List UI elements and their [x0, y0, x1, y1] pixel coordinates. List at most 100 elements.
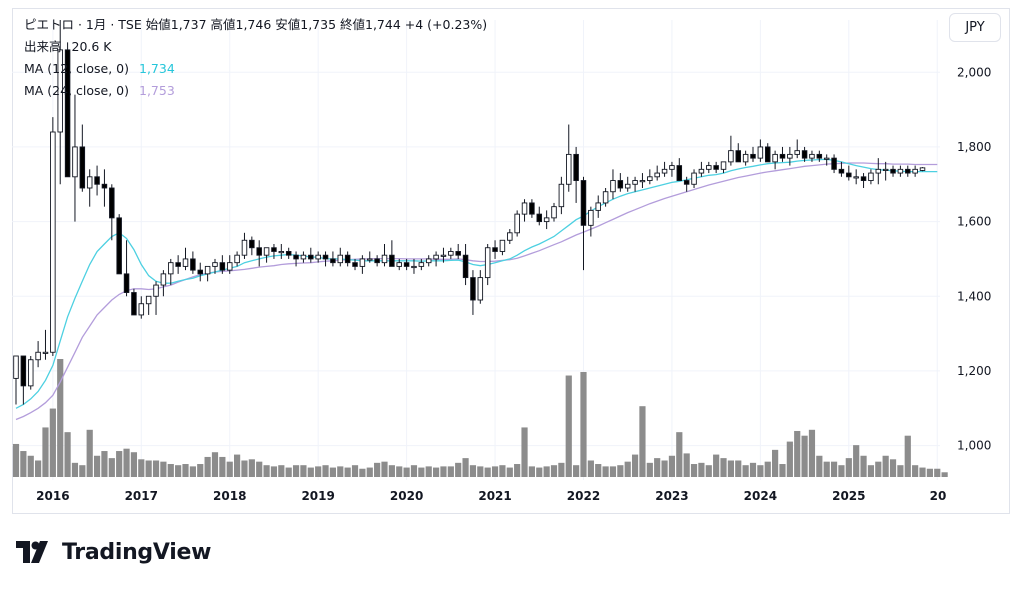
volume-bar: [152, 460, 160, 477]
volume-bar: [315, 466, 322, 477]
candle: [271, 244, 277, 259]
candle-body: [278, 251, 285, 254]
volume-bar: [889, 459, 897, 477]
candle-body: [352, 262, 358, 267]
volume-bar: [521, 427, 528, 477]
price-tick-label: 1,400: [957, 289, 991, 303]
time-tick-label: 2018: [213, 489, 246, 503]
candle: [72, 94, 78, 222]
candle-body: [691, 172, 697, 185]
volume-bar: [123, 448, 130, 477]
candle: [86, 169, 93, 207]
candle: [109, 184, 115, 241]
candle: [13, 355, 19, 405]
volume-bar: [757, 465, 764, 477]
candle: [190, 251, 196, 274]
volume-bar: [514, 464, 521, 477]
volume-bar: [234, 454, 241, 477]
candle-body: [529, 202, 535, 215]
candle-body: [455, 251, 461, 256]
candle-body: [403, 262, 410, 267]
candle: [219, 255, 226, 274]
candle: [492, 240, 498, 259]
candle: [728, 135, 734, 166]
candle: [713, 161, 719, 174]
time-tick-label: 2023: [655, 489, 688, 503]
volume-bar: [307, 467, 314, 477]
candle: [661, 161, 668, 177]
volume-bar: [845, 458, 852, 477]
volume-bar: [256, 461, 263, 477]
candle: [285, 247, 292, 259]
candle: [42, 329, 49, 360]
candle: [868, 169, 874, 185]
candle-body: [138, 303, 145, 316]
volume-bar: [528, 466, 535, 477]
candle: [742, 150, 749, 166]
candle: [94, 165, 100, 196]
volume-bar: [211, 452, 219, 477]
candle-body: [706, 165, 712, 170]
candle-body: [558, 183, 565, 208]
volume-bar: [329, 467, 337, 477]
candle-body: [507, 232, 513, 241]
ma12-legend-value: 1,734: [139, 61, 175, 76]
candle-body: [418, 262, 425, 267]
candle-body: [661, 168, 668, 174]
volume-bar: [779, 464, 786, 477]
volume-bar: [292, 465, 300, 477]
candle: [197, 262, 203, 282]
candle-body: [359, 258, 366, 267]
candle: [514, 210, 520, 237]
volume-bar: [447, 466, 454, 477]
volume-bar: [42, 427, 49, 477]
volume-bar: [794, 430, 801, 477]
price-tick-label: 2,000: [957, 65, 991, 79]
candle-body: [566, 153, 572, 185]
volume-bar: [602, 466, 609, 477]
volume-bar: [786, 441, 793, 477]
tradingview-logo[interactable]: TradingView: [16, 536, 211, 568]
candle-body: [875, 168, 882, 174]
candle: [735, 143, 742, 163]
volume-bar: [351, 465, 359, 477]
volume-bar: [646, 462, 653, 477]
ma12-legend[interactable]: MA (12, close, 0) 1,734: [24, 61, 175, 77]
candle-body: [676, 165, 683, 181]
candle: [212, 258, 218, 274]
volume-bar: [477, 466, 484, 477]
candle: [639, 173, 646, 188]
candle-body: [263, 247, 270, 256]
candle: [669, 161, 675, 177]
time-tick-label: 2020: [390, 489, 423, 503]
volume-bar: [764, 461, 771, 477]
candle: [35, 341, 41, 368]
volume-bar: [410, 465, 418, 477]
candle: [860, 173, 867, 188]
candle: [794, 139, 800, 159]
candle-body: [241, 239, 248, 256]
candle-body: [182, 258, 189, 267]
candle: [241, 232, 248, 259]
candle: [278, 244, 285, 259]
price-tick-label: 1,600: [957, 215, 991, 229]
candle: [875, 158, 882, 185]
candle: [337, 247, 344, 267]
volume-bar: [86, 429, 93, 477]
candle-body: [50, 131, 56, 353]
candle-body: [602, 191, 609, 204]
ma24-legend[interactable]: MA (24, close, 0) 1,753: [24, 83, 175, 99]
volume-bar: [897, 465, 904, 477]
volume-bar: [204, 456, 211, 477]
candle-body: [860, 176, 867, 181]
ma12-line: [15, 158, 938, 409]
candle-body: [853, 176, 859, 179]
volume-bar: [867, 465, 875, 477]
currency-button[interactable]: JPY: [949, 13, 1001, 42]
candle: [226, 255, 233, 274]
time-tick-label: 2025: [832, 489, 865, 503]
candle-body: [79, 146, 86, 189]
candle: [308, 247, 314, 263]
candle-body: [153, 284, 159, 297]
